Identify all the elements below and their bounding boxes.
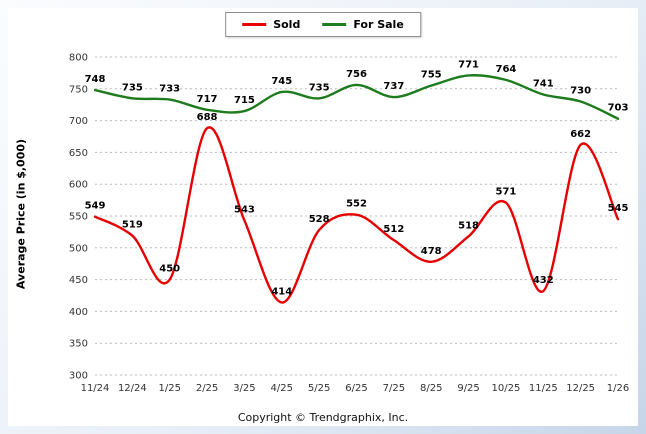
copyright-text: Copyright © Trendgraphix, Inc. [237, 411, 409, 424]
svg-text:12/24: 12/24 [118, 383, 147, 394]
svg-text:715: 715 [234, 95, 255, 106]
svg-text:450: 450 [159, 264, 180, 275]
svg-text:545: 545 [608, 203, 629, 214]
svg-text:512: 512 [383, 224, 404, 235]
svg-text:550: 550 [69, 212, 88, 223]
legend-item-sold: Sold [242, 18, 300, 31]
svg-text:703: 703 [608, 103, 629, 114]
svg-text:755: 755 [421, 70, 442, 81]
svg-text:400: 400 [69, 307, 88, 318]
svg-text:730: 730 [570, 86, 591, 97]
svg-text:11/25: 11/25 [529, 383, 558, 394]
svg-text:350: 350 [69, 339, 88, 350]
for-sale-line-swatch [322, 23, 347, 26]
svg-text:478: 478 [421, 246, 442, 257]
svg-text:519: 519 [122, 220, 143, 231]
svg-text:764: 764 [495, 64, 516, 75]
svg-text:8/25: 8/25 [420, 383, 442, 394]
svg-text:450: 450 [69, 275, 88, 286]
svg-text:10/25: 10/25 [492, 383, 521, 394]
svg-text:4/25: 4/25 [271, 383, 293, 394]
svg-text:432: 432 [533, 275, 554, 286]
svg-text:748: 748 [85, 74, 106, 85]
svg-text:735: 735 [122, 82, 143, 93]
legend-label-sold: Sold [273, 18, 301, 31]
svg-text:552: 552 [346, 199, 367, 210]
svg-text:571: 571 [495, 187, 516, 198]
svg-text:11/24: 11/24 [81, 383, 110, 394]
svg-text:1/25: 1/25 [158, 383, 180, 394]
svg-text:688: 688 [197, 112, 218, 123]
svg-text:717: 717 [197, 94, 218, 105]
chart-canvas: Sold For Sale Average Price (in $,000) 3… [8, 8, 638, 426]
svg-text:700: 700 [69, 116, 88, 127]
svg-text:771: 771 [458, 59, 479, 70]
svg-text:500: 500 [69, 243, 88, 254]
svg-text:414: 414 [271, 286, 292, 297]
svg-text:528: 528 [309, 214, 330, 225]
svg-text:750: 750 [69, 84, 88, 95]
svg-text:3/25: 3/25 [233, 383, 255, 394]
svg-text:1/26: 1/26 [607, 383, 629, 394]
svg-text:9/25: 9/25 [457, 383, 479, 394]
legend: Sold For Sale [225, 12, 421, 37]
svg-text:800: 800 [69, 53, 88, 64]
svg-text:733: 733 [159, 84, 180, 95]
svg-text:735: 735 [309, 82, 330, 93]
svg-text:741: 741 [533, 79, 554, 90]
svg-text:543: 543 [234, 204, 255, 215]
price-line-chart: 300 350 400 450 500 550 600 650 700 750 800 11/24 12… [69, 53, 629, 395]
svg-text:7/25: 7/25 [383, 383, 405, 394]
svg-text:12/25: 12/25 [566, 383, 595, 394]
svg-text:662: 662 [570, 129, 591, 140]
svg-text:745: 745 [271, 76, 292, 87]
svg-text:6/25: 6/25 [345, 383, 367, 394]
svg-text:756: 756 [346, 69, 367, 80]
legend-label-for-sale: For Sale [353, 18, 404, 31]
svg-text:737: 737 [383, 81, 404, 92]
svg-text:300: 300 [69, 371, 88, 382]
svg-text:549: 549 [85, 201, 106, 212]
svg-text:600: 600 [69, 180, 88, 191]
legend-item-for-sale: For Sale [322, 18, 404, 31]
svg-text:2/25: 2/25 [196, 383, 218, 394]
svg-text:5/25: 5/25 [308, 383, 330, 394]
svg-text:650: 650 [69, 148, 88, 159]
svg-text:518: 518 [458, 220, 479, 231]
sold-line-swatch [242, 23, 267, 26]
